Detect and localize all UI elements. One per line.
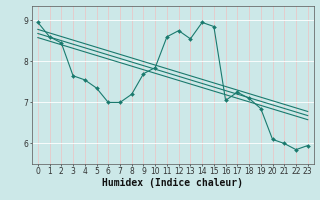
X-axis label: Humidex (Indice chaleur): Humidex (Indice chaleur) bbox=[102, 178, 243, 188]
